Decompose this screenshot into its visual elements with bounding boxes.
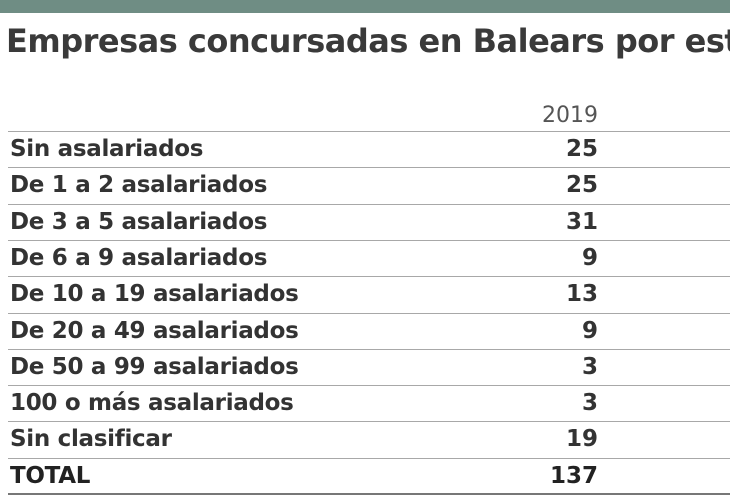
- bottom-rule: [8, 493, 730, 495]
- total-row: TOTAL 137: [8, 457, 730, 495]
- row-label: De 3 a 5 asalariados: [10, 208, 268, 235]
- top-bar: [0, 0, 730, 13]
- row-value: 25: [565, 172, 598, 199]
- table-row: Sin asalariados 25: [8, 131, 730, 168]
- row-label: De 50 a 99 asalariados: [10, 353, 299, 380]
- table-row: Sin clasificar 19: [8, 421, 730, 458]
- row-value: 25: [565, 136, 598, 162]
- row-value: 9: [581, 244, 598, 271]
- total-value: 137: [549, 462, 598, 489]
- table-row: 100 o más asalariados 3: [8, 385, 730, 422]
- total-label: TOTAL: [10, 462, 91, 489]
- row-label: De 6 a 9 asalariados: [10, 244, 268, 271]
- row-label: Sin clasificar: [10, 426, 172, 453]
- row-label: De 1 a 2 asalariados: [10, 172, 268, 199]
- table-row: De 6 a 9 asalariados 9: [8, 239, 730, 277]
- table-row: De 3 a 5 asalariados 31: [8, 203, 730, 241]
- table-row: De 10 a 19 asalariados 13: [8, 276, 730, 313]
- table-row: De 20 a 49 asalariados 9: [8, 312, 730, 350]
- row-value: 13: [565, 281, 598, 308]
- row-label: De 10 a 19 asalariados: [10, 281, 299, 308]
- row-value: 3: [581, 390, 598, 417]
- row-label: 100 o más asalariados: [10, 390, 294, 417]
- row-value: 3: [581, 353, 598, 380]
- row-label: Sin asalariados: [10, 136, 204, 162]
- column-header: 2019: [542, 103, 598, 128]
- table-row: De 1 a 2 asalariados 25: [8, 167, 730, 204]
- title: Empresas concursadas en Balears por est: [6, 22, 730, 60]
- row-label: De 20 a 49 asalariados: [10, 317, 299, 344]
- row-value: 9: [581, 317, 598, 344]
- row-value: 31: [565, 208, 598, 235]
- table-row: De 50 a 99 asalariados 3: [8, 348, 730, 386]
- row-value: 19: [565, 426, 598, 453]
